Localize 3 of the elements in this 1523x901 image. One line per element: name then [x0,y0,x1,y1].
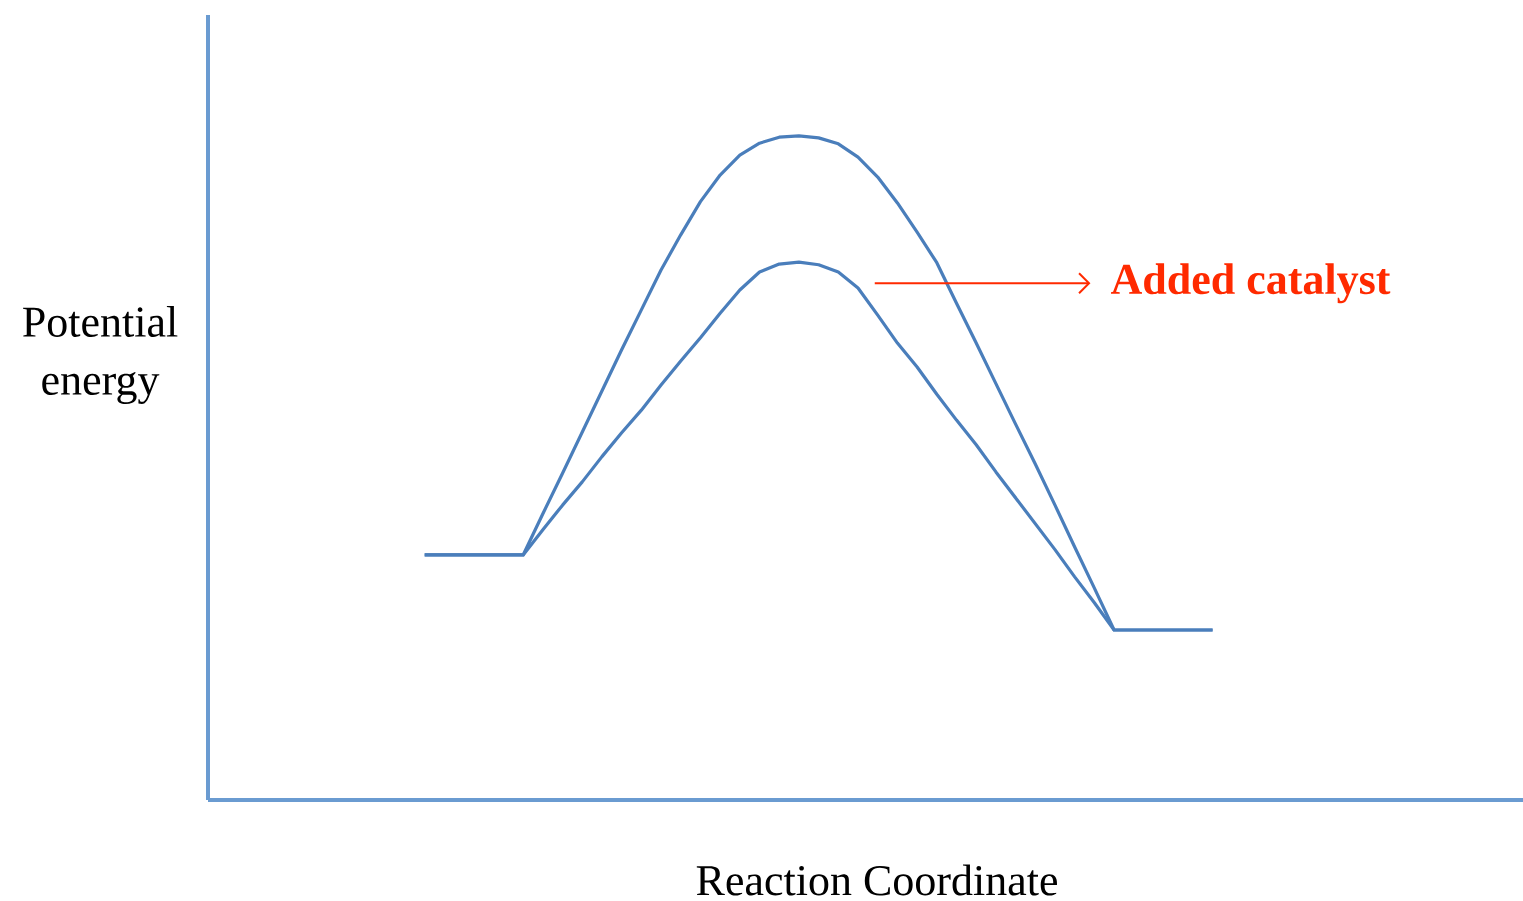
y-axis-title: Potential energy [23,305,178,405]
x-axis-title: Reaction Coordinate [696,864,1057,896]
annotation: Added catalyst [1110,263,1391,304]
